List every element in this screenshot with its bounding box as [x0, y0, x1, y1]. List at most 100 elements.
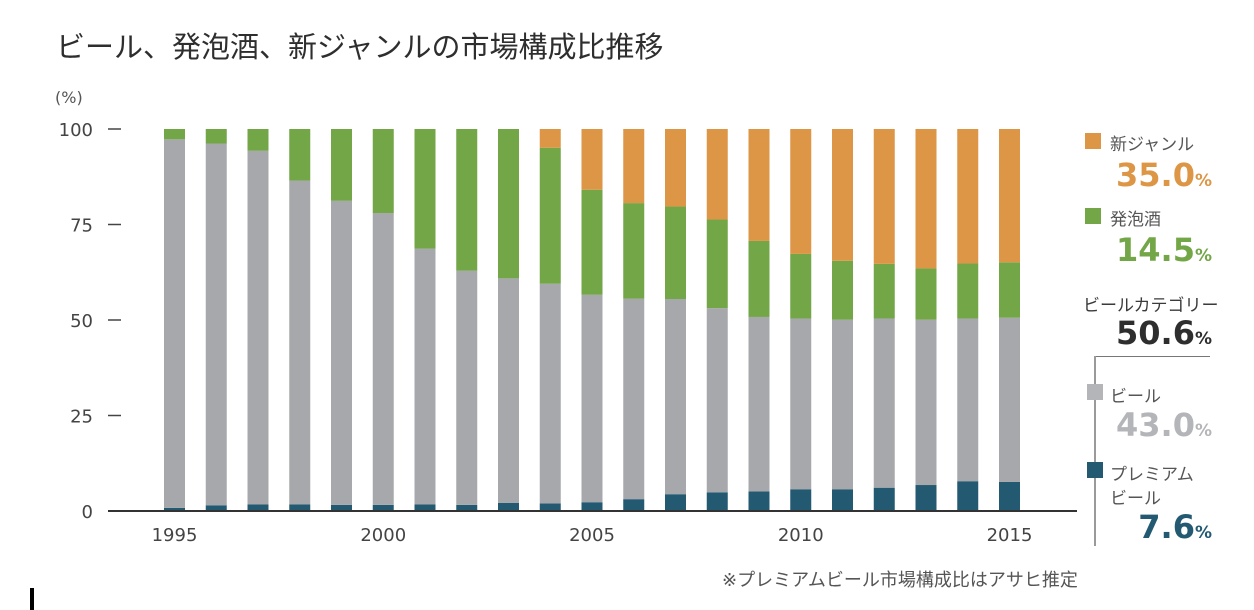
x-tick-label: 1995: [152, 525, 198, 546]
legend-label-beer-category: ビールカテゴリー: [1083, 296, 1219, 316]
bar-segment: [832, 260, 853, 320]
bar-stack-2004: [539, 129, 561, 511]
legend-value-number: 50.6: [1116, 314, 1195, 352]
bar-segment: [915, 268, 937, 320]
text-cursor-mark: [30, 588, 34, 610]
legend-label-happoshu: 発泡酒: [1110, 210, 1161, 230]
bar-segment: [748, 316, 770, 492]
bar-segment: [957, 481, 979, 511]
bar-segment: [205, 143, 227, 506]
legend-value-happoshu: 14.5%: [1116, 231, 1212, 269]
legend-value-premium-beer: 7.6%: [1138, 508, 1212, 546]
bar-segment: [581, 129, 603, 190]
y-axis-unit-label: (%): [55, 88, 83, 107]
legend-value-unit: %: [1194, 329, 1212, 349]
legend-swatch-premium-beer: [1087, 462, 1103, 478]
bar-segment: [498, 278, 519, 503]
legend-value-unit: %: [1194, 246, 1212, 266]
bar-segment: [581, 502, 603, 511]
bar-segment: [957, 318, 979, 482]
x-tick-label: 2010: [778, 525, 824, 546]
bar-segment: [331, 504, 352, 511]
bar-segment: [539, 503, 561, 511]
bar-segment: [623, 298, 645, 500]
bar-stack-2000: [372, 129, 394, 511]
bar-stack-2011: [832, 129, 853, 511]
bar-segment: [832, 319, 853, 490]
bar-stack-1995: [164, 129, 185, 511]
x-tick-label: 2005: [569, 525, 615, 546]
legend-swatch-beer: [1087, 384, 1103, 400]
bar-segment: [456, 504, 478, 511]
bar-segment: [748, 240, 770, 317]
x-tick-label: 2000: [360, 525, 406, 546]
legend-value-beer-category: 50.6%: [1116, 314, 1212, 352]
bar-segment: [164, 507, 185, 511]
bar-segment: [957, 129, 979, 264]
bar-stack-2007: [665, 129, 686, 511]
bar-segment: [999, 262, 1020, 318]
bar-segment: [498, 129, 519, 279]
bar-segment: [289, 180, 311, 505]
bar-segment: [873, 129, 895, 264]
bar-segment: [539, 283, 561, 504]
bar-segment: [915, 319, 937, 486]
bar-segment: [539, 129, 561, 148]
bar-segment: [873, 263, 895, 319]
legend-swatch-happoshu: [1085, 208, 1101, 224]
bar-segment: [414, 504, 436, 511]
bar-segment: [581, 294, 603, 503]
bar-series-group: [164, 129, 1020, 511]
y-tick-label: 0: [82, 502, 93, 523]
bar-stack-1998: [289, 129, 311, 511]
bar-segment: [915, 485, 937, 511]
bar-segment: [873, 487, 895, 511]
legend-value-number: 7.6: [1138, 508, 1195, 546]
bar-segment: [164, 129, 185, 140]
bar-segment: [456, 129, 478, 271]
bar-segment: [706, 219, 728, 309]
legend-swatch-new-genre: [1085, 133, 1101, 149]
bar-segment: [790, 253, 812, 319]
legend-value-unit: %: [1194, 421, 1212, 441]
bar-segment: [581, 189, 603, 295]
legend-value-beer: 43.0%: [1116, 406, 1212, 444]
bar-segment: [665, 494, 686, 511]
legend-label-new-genre: 新ジャンル: [1110, 135, 1195, 155]
y-tick-label: 50: [70, 311, 93, 332]
bar-segment: [790, 489, 812, 511]
bar-stack-2015: [999, 129, 1020, 511]
bar-segment: [665, 129, 686, 207]
chart-title: ビール、発泡酒、新ジャンルの市場構成比推移: [56, 30, 664, 64]
bar-segment: [289, 129, 311, 181]
bar-segment: [205, 129, 227, 144]
bar-segment: [247, 504, 269, 511]
bar-segment: [706, 129, 728, 220]
bar-segment: [957, 263, 979, 319]
bar-segment: [748, 129, 770, 241]
bar-segment: [873, 318, 895, 488]
legend-label-beer: ビール: [1110, 387, 1161, 407]
x-tick-label: 2015: [987, 525, 1033, 546]
bar-segment: [665, 298, 686, 495]
legend-value-number: 14.5: [1116, 231, 1195, 269]
y-tick-label: 100: [59, 120, 93, 141]
bar-segment: [164, 139, 185, 508]
bar-segment: [205, 505, 227, 511]
bar-stack-2014: [957, 129, 979, 511]
bar-segment: [999, 129, 1020, 263]
bar-segment: [414, 248, 436, 505]
bar-segment: [748, 491, 770, 511]
legend-label-premium-beer-line2: ビール: [1110, 489, 1161, 509]
bar-stack-2010: [790, 129, 812, 511]
bar-segment: [372, 129, 394, 214]
bar-stack-2008: [706, 129, 728, 511]
bracket-top-line: [1094, 356, 1210, 357]
bar-segment: [999, 481, 1020, 511]
legend-label-premium-beer-line1: プレミアム: [1110, 465, 1194, 485]
y-tick-label: 75: [70, 216, 93, 237]
bar-segment: [414, 129, 436, 249]
bar-stack-2002: [456, 129, 478, 511]
bar-segment: [372, 504, 394, 511]
